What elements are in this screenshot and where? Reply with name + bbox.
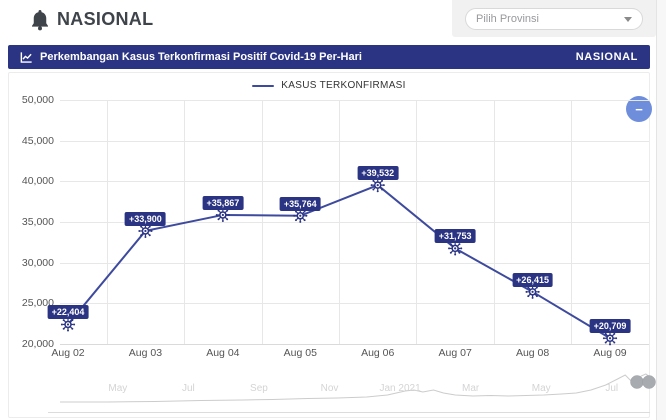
- navigator-range-handle[interactable]: [630, 375, 644, 389]
- x-axis-tick-label: Aug 05: [283, 347, 317, 359]
- x-gridline: [339, 100, 340, 344]
- x-axis-tick-label: Aug 02: [51, 347, 85, 359]
- x-gridline: [261, 100, 263, 344]
- data-point-label: +35,867: [202, 195, 244, 210]
- province-select-placeholder: Pilih Provinsi: [476, 13, 539, 25]
- data-point-marker[interactable]: [293, 208, 308, 223]
- y-axis-tick-label: 50,000: [21, 94, 54, 106]
- data-point-label: +33,900: [125, 211, 166, 226]
- legend-item-kasus-terkonfirmasi[interactable]: KASUS TERKONFIRMASI: [8, 80, 650, 91]
- line-chart-icon: [20, 51, 32, 63]
- chart-title: Perkembangan Kasus Terkonfirmasi Positif…: [40, 51, 362, 63]
- y-gridline: [60, 262, 649, 264]
- page-title: NASIONAL: [57, 9, 154, 29]
- y-axis-tick-label: 35,000: [21, 216, 54, 228]
- data-point-marker[interactable]: [60, 317, 76, 332]
- data-point-label: +35,764: [279, 196, 321, 211]
- data-point-label: +31,753: [434, 229, 476, 244]
- navigator-month-label: Jan 2021: [379, 383, 421, 394]
- banner-region-label: NASIONAL: [575, 51, 638, 63]
- legend-line-marker: [252, 84, 275, 87]
- data-point-label: +22,404: [47, 305, 89, 320]
- y-axis-tick-label: 30,000: [21, 256, 54, 269]
- data-point-marker[interactable]: [138, 223, 153, 239]
- navigator-axis-line: [48, 412, 650, 413]
- minus-icon: −: [635, 101, 643, 117]
- navigator-month-label: Jul: [605, 383, 619, 394]
- y-axis-tick-label: 25,000: [21, 297, 54, 310]
- x-axis-tick-label: Aug 04: [206, 347, 240, 359]
- chart-banner: Perkembangan Kasus Terkonfirmasi Positif…: [8, 45, 650, 69]
- y-gridline: [60, 344, 649, 345]
- vertical-scrollbar[interactable]: [656, 0, 666, 420]
- y-gridline: [60, 303, 649, 305]
- navigator-month-label: Jul: [181, 383, 195, 394]
- navigator-month-label: Nov: [320, 383, 339, 394]
- x-gridline: [106, 100, 108, 344]
- navigator-month-label: Sep: [250, 383, 268, 394]
- x-gridline: [493, 100, 495, 344]
- navigator-month-label: Mar: [462, 383, 480, 394]
- y-gridline: [60, 222, 649, 223]
- bell-icon: [32, 10, 48, 31]
- data-point-marker[interactable]: [215, 207, 230, 223]
- x-gridline: [571, 100, 573, 344]
- chart-card: [8, 72, 650, 418]
- y-gridline: [60, 181, 649, 183]
- x-axis-tick-label: Aug 07: [438, 347, 472, 359]
- y-axis-tick-label: 45,000: [21, 134, 54, 147]
- x-axis-tick-label: Aug 06: [361, 347, 395, 359]
- data-point-marker[interactable]: [602, 331, 618, 346]
- province-select[interactable]: Pilih Provinsi: [465, 8, 643, 30]
- data-point-marker[interactable]: [448, 241, 463, 256]
- y-gridline: [60, 100, 649, 101]
- x-axis-tick-label: Aug 03: [128, 347, 163, 359]
- data-point-label: +39,532: [357, 166, 399, 181]
- x-axis-tick-label: Aug 09: [593, 347, 627, 359]
- navigator-sparkline[interactable]: [60, 373, 651, 403]
- legend-label: KASUS TERKONFIRMASI: [281, 80, 406, 91]
- data-point-marker[interactable]: [525, 284, 540, 299]
- x-gridline: [416, 100, 418, 344]
- navigator-month-label: May: [108, 383, 128, 394]
- data-point-label: +20,709: [589, 319, 631, 334]
- x-axis-tick-label: Aug 08: [515, 347, 550, 359]
- data-point-marker[interactable]: [370, 178, 385, 193]
- series-line-kasus-terkonfirmasi: [67, 183, 611, 340]
- y-axis-tick-label: 20,000: [21, 338, 54, 350]
- province-select-panel: Pilih Provinsi: [452, 0, 656, 37]
- y-gridline: [60, 140, 649, 142]
- y-axis-tick-label: 40,000: [21, 175, 54, 188]
- navigator-range-handle[interactable]: [642, 375, 656, 389]
- navigator-month-label: May: [531, 383, 551, 394]
- data-point-label: +26,415: [512, 272, 553, 287]
- chevron-down-icon: [624, 16, 632, 22]
